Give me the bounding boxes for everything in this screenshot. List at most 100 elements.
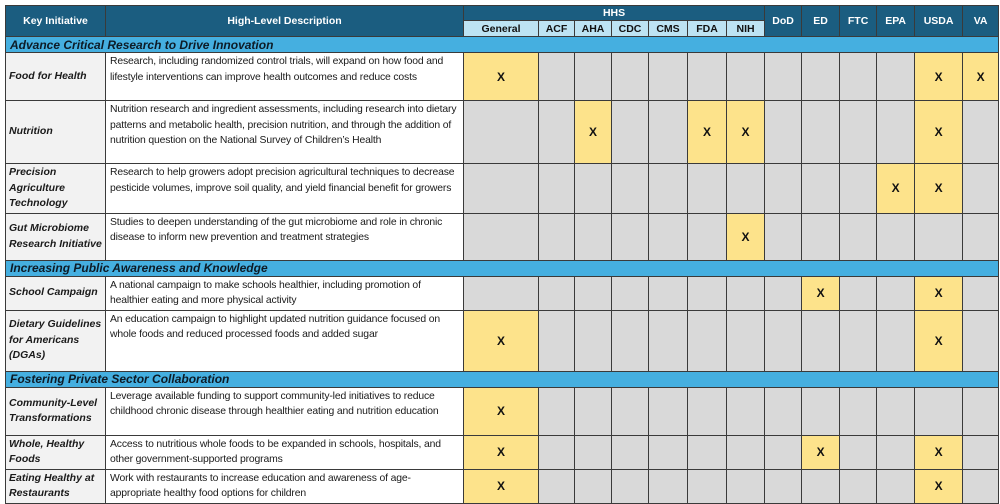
agency-cell-cms <box>648 309 688 372</box>
table-row: Eating Healthy at Restaurants Work with r… <box>5 468 1000 504</box>
initiative-name: Whole, Healthy Foods <box>5 434 106 470</box>
agency-cell-ed <box>801 100 841 164</box>
agency-cell-epa <box>876 212 916 261</box>
agency-cell-general <box>463 100 539 164</box>
agency-cell-aha <box>574 275 612 311</box>
agency-cell-dod <box>764 275 803 311</box>
agency-cell-ed <box>801 468 841 504</box>
initiative-description: Leverage available funding to support co… <box>105 386 464 436</box>
header-agency-epa: EPA <box>876 5 916 37</box>
section-title: Increasing Public Awareness and Knowledg… <box>4 259 1000 277</box>
agency-cell-va: X <box>962 52 1000 101</box>
agency-cell-dod <box>764 386 803 436</box>
agency-cell-general: X <box>463 52 539 101</box>
initiative-description: Research to help growers adopt precision… <box>105 163 464 214</box>
section-row: Advance Critical Research to Drive Innov… <box>4 36 1000 53</box>
agency-cell-cdc <box>611 52 649 101</box>
agency-cell-cdc <box>611 212 649 261</box>
agency-cell-general <box>463 212 539 261</box>
agency-cell-fda <box>687 212 727 261</box>
initiative-description: Nutrition research and ingredient assess… <box>105 100 464 164</box>
agency-cell-general <box>463 275 539 311</box>
agency-cell-acf <box>538 100 575 164</box>
agency-cell-nih <box>725 468 766 504</box>
initiative-description: Access to nutritious whole foods to be e… <box>105 434 464 470</box>
agency-cell-cms <box>648 275 688 311</box>
agency-cell-acf <box>538 386 575 436</box>
initiatives-table: Key Initiative High-Level Description HH… <box>4 5 1000 504</box>
table-row: Dietary Guidelines for Americans (DGAs) A… <box>5 309 1000 372</box>
agency-cell-epa <box>876 100 916 164</box>
agency-cell-ftc <box>839 468 878 504</box>
agency-cell-ftc <box>839 212 878 261</box>
initiative-description: Work with restaurants to increase educat… <box>105 468 464 504</box>
initiative-name: Gut Microbiome Research Initiative <box>5 212 106 261</box>
agency-cell-cdc <box>611 275 649 311</box>
agency-cell-nih <box>725 434 766 470</box>
table-body: Advance Critical Research to Drive Innov… <box>4 36 1000 504</box>
header-hhs-cdc: CDC <box>611 20 649 37</box>
table-row: School Campaign A national campaign to ma… <box>5 275 1000 311</box>
agency-cell-nih <box>725 386 766 436</box>
initiative-name: Food for Health <box>5 52 106 101</box>
initiative-name: Precision Agriculture Technology <box>5 163 106 214</box>
agency-cell-dod <box>764 309 803 372</box>
agency-cell-fda <box>687 468 727 504</box>
agency-cell-nih: X <box>725 100 766 164</box>
agency-cell-acf <box>538 434 575 470</box>
agency-cell-usda: X <box>914 100 964 164</box>
agency-cell-aha <box>574 52 612 101</box>
agency-cell-va <box>962 468 1000 504</box>
agency-cell-aha <box>574 468 612 504</box>
initiative-name: Community-Level Transformations <box>5 386 106 436</box>
agency-cell-cdc <box>611 434 649 470</box>
header-hhs-fda: FDA <box>687 20 727 37</box>
agency-cell-epa <box>876 434 916 470</box>
agency-cell-aha <box>574 163 612 214</box>
agency-cell-va <box>962 434 1000 470</box>
agency-cell-nih <box>725 52 766 101</box>
agency-cell-general: X <box>463 434 539 470</box>
agency-cell-epa <box>876 275 916 311</box>
header-agency-ed: ED <box>801 5 841 37</box>
agency-cell-general: X <box>463 468 539 504</box>
table-row: Whole, Healthy Foods Access to nutritious… <box>5 434 1000 470</box>
header-hhs-nih: NIH <box>725 20 766 37</box>
header-hhs: HHS <box>462 5 766 21</box>
agency-cell-fda <box>687 309 727 372</box>
agency-cell-fda <box>687 163 727 214</box>
agency-cell-usda: X <box>914 52 964 101</box>
agency-cell-cms <box>648 163 688 214</box>
table-row: Food for Health Research, including rando… <box>5 52 1000 101</box>
agency-cell-ftc <box>839 163 878 214</box>
header-hhs-cms: CMS <box>648 20 688 37</box>
agency-cell-general <box>463 163 539 214</box>
agency-cell-fda <box>687 386 727 436</box>
agency-cell-ed: X <box>801 434 841 470</box>
initiative-description: An education campaign to highlight updat… <box>105 309 464 372</box>
agency-cell-fda <box>687 52 727 101</box>
initiative-name: School Campaign <box>5 275 106 311</box>
header-agency-ftc: FTC <box>839 5 878 37</box>
header-agency-dod: DoD <box>764 5 803 37</box>
agency-cell-ed <box>801 163 841 214</box>
agency-cell-usda: X <box>914 275 964 311</box>
initiative-description: A national campaign to make schools heal… <box>105 275 464 311</box>
agency-cell-ftc <box>839 100 878 164</box>
header-key-initiative: Key Initiative <box>5 5 106 37</box>
agency-cell-nih <box>725 275 766 311</box>
agency-cell-ed: X <box>801 275 841 311</box>
agency-cell-dod <box>764 52 803 101</box>
agency-cell-aha <box>574 434 612 470</box>
header-hhs-acf: ACF <box>538 20 575 37</box>
header-agency-usda: USDA <box>914 5 964 37</box>
agency-cell-usda: X <box>914 163 964 214</box>
agency-cell-nih: X <box>725 212 766 261</box>
agency-cell-acf <box>538 468 575 504</box>
header-agency-va: VA <box>962 5 1000 37</box>
agency-cell-aha <box>574 212 612 261</box>
initiative-description: Studies to deepen understanding of the g… <box>105 212 464 261</box>
agency-cell-acf <box>538 52 575 101</box>
agency-cell-cdc <box>611 309 649 372</box>
agency-cell-cms <box>648 212 688 261</box>
